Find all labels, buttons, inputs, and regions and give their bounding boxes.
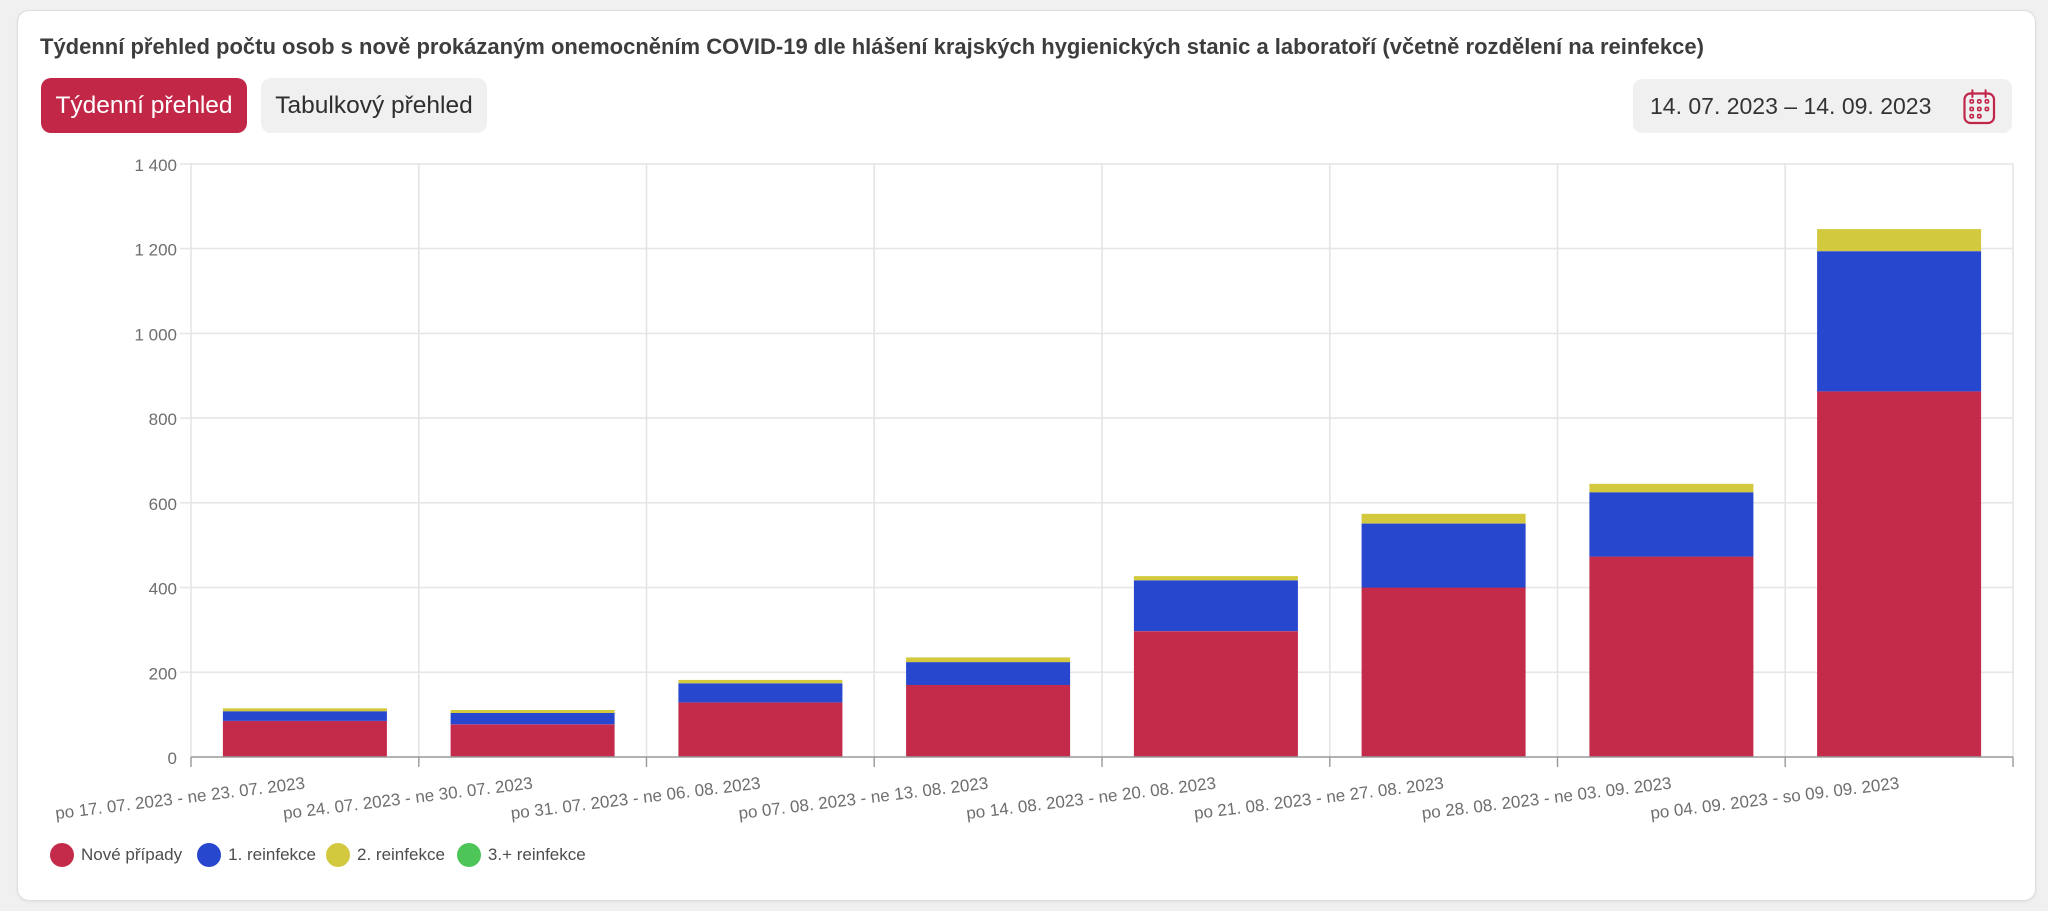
svg-text:po 04. 09. 2023 - so 09. 09. 2: po 04. 09. 2023 - so 09. 09. 2023 <box>1649 774 1900 823</box>
svg-text:po 14. 08. 2023 - ne 20. 08. 2: po 14. 08. 2023 - ne 20. 08. 2023 <box>965 774 1217 824</box>
svg-text:200: 200 <box>149 664 177 683</box>
svg-text:0: 0 <box>168 749 177 768</box>
svg-text:po 31. 07. 2023 - ne 06. 08. 2: po 31. 07. 2023 - ne 06. 08. 2023 <box>510 774 762 824</box>
svg-text:po 28. 08. 2023 - ne 03. 09. 2: po 28. 08. 2023 - ne 03. 09. 2023 <box>1421 774 1673 824</box>
svg-text:400: 400 <box>149 580 177 599</box>
svg-text:800: 800 <box>149 410 177 429</box>
svg-text:po 17. 07. 2023 - ne 23. 07. 2: po 17. 07. 2023 - ne 23. 07. 2023 <box>54 774 306 824</box>
svg-text:600: 600 <box>149 495 177 514</box>
svg-text:1 400: 1 400 <box>134 156 177 175</box>
svg-text:po 07. 08. 2023 - ne 13. 08. 2: po 07. 08. 2023 - ne 13. 08. 2023 <box>737 774 989 824</box>
svg-text:1 000: 1 000 <box>134 325 177 344</box>
svg-text:po 24. 07. 2023 - ne 30. 07. 2: po 24. 07. 2023 - ne 30. 07. 2023 <box>282 774 534 824</box>
svg-text:1 200: 1 200 <box>134 241 177 260</box>
svg-text:po 21. 08. 2023 - ne 27. 08. 2: po 21. 08. 2023 - ne 27. 08. 2023 <box>1193 774 1445 824</box>
